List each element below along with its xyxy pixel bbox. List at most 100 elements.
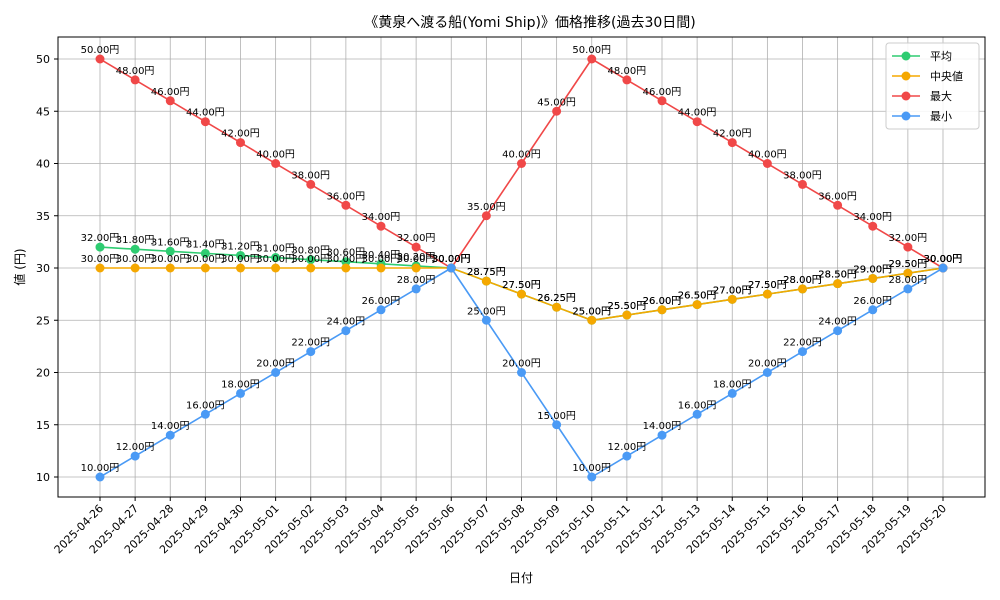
data-label: 30.80円 (291, 246, 330, 257)
data-label: 25.50円 (608, 301, 647, 312)
data-point (762, 159, 772, 168)
data-point (306, 263, 316, 273)
data-label: 14.00円 (151, 421, 190, 432)
data-label: 15.00円 (537, 411, 576, 422)
data-point (798, 284, 807, 294)
y-axis: 10 15 20 25 30 35 40 45 50 (36, 53, 58, 484)
data-point (833, 200, 843, 210)
data-label: 32.00円 (397, 233, 436, 244)
data-point (200, 248, 210, 258)
data-point (517, 289, 526, 299)
data-point (341, 326, 351, 336)
data-point (727, 294, 737, 304)
data-point (552, 302, 562, 312)
data-point (200, 263, 210, 273)
data-point (446, 263, 456, 273)
data-label: 24.00円 (327, 317, 366, 328)
data-point (376, 305, 386, 315)
legend-entry: 平均 (930, 50, 952, 63)
data-label: 30.60円 (327, 248, 366, 259)
data-point (762, 289, 772, 299)
data-label: 50.00円 (572, 45, 611, 56)
data-point (95, 54, 105, 64)
data-point (622, 310, 632, 320)
data-point (481, 211, 491, 221)
data-label: 18.00円 (713, 379, 752, 390)
data-point (868, 273, 878, 283)
data-label: 28.00円 (397, 275, 436, 286)
data-label: 16.00円 (678, 400, 717, 411)
data-point (271, 368, 281, 377)
data-label: 14.00円 (643, 421, 682, 432)
data-label: 18.00円 (221, 379, 260, 390)
legend-box (885, 42, 980, 130)
data-label: 24.00円 (818, 317, 857, 328)
data-label: 20.00円 (502, 359, 541, 370)
data-label: 20.00円 (748, 359, 787, 370)
data-labels: 32.00円31.80円31.60円31.40円31.20円31.00円30.8… (81, 45, 963, 474)
x-axis-label: 日付 (509, 571, 533, 585)
data-label: 30.00円 (256, 254, 295, 265)
data-point (411, 284, 421, 294)
data-label: 29.00円 (853, 264, 892, 275)
legend-entry: 最大 (930, 89, 952, 103)
data-point (762, 368, 772, 377)
data-point (481, 276, 491, 286)
data-label: 29.50円 (889, 259, 928, 270)
data-point (165, 96, 175, 106)
data-point (165, 263, 175, 273)
data-label: 32.00円 (889, 233, 928, 244)
data-label: 10.00円 (81, 463, 120, 474)
data-label: 25.50円 (608, 301, 647, 312)
data-point (130, 451, 140, 461)
data-point (622, 75, 632, 85)
data-label: 12.00円 (608, 442, 647, 453)
data-point (200, 117, 210, 127)
y-tick-label: 35 (36, 210, 50, 223)
data-point (517, 368, 526, 377)
data-point (411, 242, 421, 252)
data-point (130, 244, 140, 254)
data-label: 22.00円 (291, 338, 330, 349)
data-point (481, 315, 491, 325)
data-point (95, 242, 105, 252)
data-point (903, 284, 913, 294)
data-point (552, 420, 562, 430)
legend-marker (901, 71, 911, 81)
data-point (657, 430, 667, 440)
data-label: 30.00円 (432, 254, 471, 265)
data-point (833, 279, 843, 289)
data-label: 50.00円 (81, 45, 120, 56)
data-label: 40.00円 (748, 150, 787, 161)
data-label: 30.00円 (151, 254, 190, 265)
data-point (271, 159, 281, 168)
data-label: 28.50円 (818, 270, 857, 281)
data-label: 44.00円 (186, 108, 225, 119)
data-label: 30.00円 (362, 254, 401, 265)
data-label: 46.00円 (151, 87, 190, 98)
data-label: 26.00円 (853, 296, 892, 307)
data-label: 28.00円 (783, 275, 822, 286)
chart-title: 《黄泉へ渡る船(Yomi Ship)》価格推移(過去30日間) (364, 14, 695, 31)
data-label: 27.50円 (502, 280, 541, 291)
data-point (306, 255, 316, 265)
data-label: 22.00円 (783, 338, 822, 349)
data-point (165, 430, 175, 440)
data-label: 40.00円 (256, 150, 295, 161)
series-group (95, 54, 948, 482)
data-label: 26.00円 (643, 296, 682, 307)
data-point (341, 200, 351, 210)
data-label: 38.00円 (783, 170, 822, 181)
data-point (903, 268, 913, 278)
data-label: 28.75円 (467, 267, 506, 278)
data-label: 25.00円 (572, 306, 611, 317)
data-label: 26.25円 (537, 293, 576, 304)
data-point (376, 221, 386, 231)
data-label: 29.50円 (889, 259, 928, 270)
data-label: 35.00円 (467, 202, 506, 213)
data-label: 34.00円 (362, 212, 401, 223)
data-label: 31.40円 (186, 239, 225, 250)
data-label: 20.00円 (256, 359, 295, 370)
data-label: 30.00円 (924, 254, 963, 265)
data-point (517, 159, 526, 168)
